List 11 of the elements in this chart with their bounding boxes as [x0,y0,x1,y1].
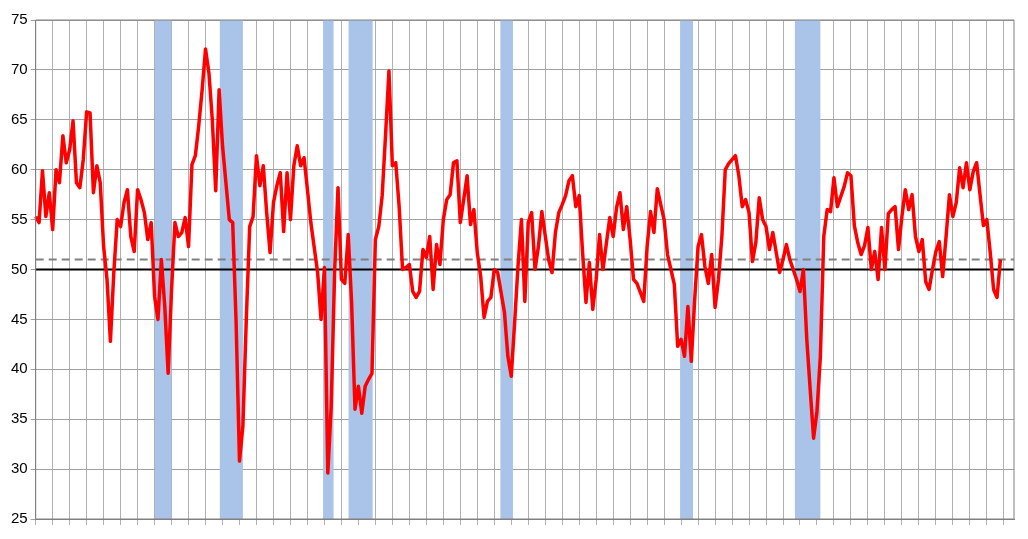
y-tick-label: 25 [11,509,28,527]
y-tick-label: 35 [11,409,28,427]
y-tick-label: 55 [11,209,28,227]
y-tick-label: 40 [11,359,28,377]
y-tick-label: 75 [11,10,28,28]
y-tick-label: 70 [11,60,28,78]
y-tick-label: 60 [11,159,28,177]
y-tick-label: 45 [11,309,28,327]
y-tick-label: 50 [11,259,28,277]
y-tick-label: 30 [11,459,28,477]
y-tick-label: 65 [11,109,28,127]
